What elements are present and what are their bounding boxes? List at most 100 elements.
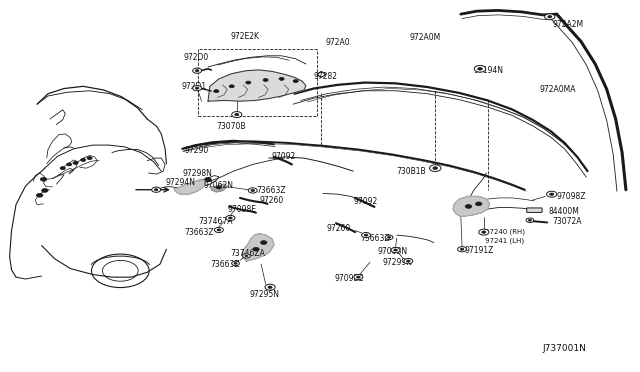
Circle shape [263, 78, 268, 81]
Circle shape [245, 255, 248, 257]
Circle shape [356, 276, 360, 278]
Text: 97063N: 97063N [378, 247, 408, 256]
Circle shape [253, 247, 259, 251]
Text: 97260: 97260 [326, 224, 351, 233]
Circle shape [251, 189, 255, 192]
Circle shape [152, 187, 161, 192]
Circle shape [214, 227, 223, 232]
Circle shape [529, 219, 531, 221]
Circle shape [265, 284, 275, 290]
Text: 97092: 97092 [354, 197, 378, 206]
Circle shape [36, 193, 43, 197]
Circle shape [229, 85, 234, 88]
Circle shape [195, 70, 199, 72]
Circle shape [234, 263, 237, 264]
Text: 972D1: 972D1 [181, 82, 206, 91]
Circle shape [364, 234, 368, 236]
Text: J737001N: J737001N [543, 344, 587, 353]
Circle shape [81, 158, 86, 161]
Circle shape [482, 231, 486, 233]
Polygon shape [453, 196, 490, 217]
Polygon shape [208, 70, 306, 101]
Circle shape [214, 90, 219, 93]
Circle shape [67, 163, 72, 166]
Text: 97298N: 97298N [182, 169, 212, 178]
Circle shape [458, 247, 467, 252]
Circle shape [60, 167, 65, 170]
Text: 73746ZA: 73746ZA [230, 249, 265, 258]
Circle shape [550, 193, 554, 195]
Circle shape [73, 161, 78, 164]
Circle shape [388, 237, 390, 238]
Text: 97299N: 97299N [383, 258, 413, 267]
Text: 97240 (RH): 97240 (RH) [485, 229, 525, 235]
Circle shape [246, 81, 251, 84]
Circle shape [362, 232, 371, 238]
Text: 97260: 97260 [259, 196, 284, 205]
Circle shape [391, 247, 400, 253]
Circle shape [477, 67, 483, 70]
Text: 972E2K: 972E2K [230, 32, 259, 41]
Text: 73663Z: 73663Z [256, 186, 285, 195]
Circle shape [394, 249, 397, 251]
Circle shape [406, 260, 410, 262]
Text: 73663Z: 73663Z [184, 228, 214, 237]
Circle shape [205, 177, 211, 181]
Text: 97098Z: 97098Z [557, 192, 586, 201]
Text: 84400M: 84400M [548, 207, 579, 216]
Text: 97194N: 97194N [474, 66, 504, 75]
Text: 97290: 97290 [184, 146, 209, 155]
Circle shape [433, 167, 438, 170]
Circle shape [385, 235, 393, 240]
Circle shape [193, 68, 202, 73]
Circle shape [293, 80, 298, 83]
Circle shape [216, 186, 221, 189]
Circle shape [92, 254, 149, 288]
Polygon shape [242, 234, 274, 261]
Circle shape [40, 177, 47, 181]
Circle shape [354, 275, 363, 280]
Circle shape [465, 205, 472, 208]
Circle shape [195, 87, 199, 89]
Text: 73070B: 73070B [216, 122, 246, 131]
Circle shape [228, 217, 232, 219]
Circle shape [217, 229, 221, 231]
Circle shape [404, 259, 413, 264]
Text: 9709BE: 9709BE [335, 274, 364, 283]
Text: 97098E: 97098E [227, 205, 256, 214]
Text: 97294N: 97294N [165, 178, 195, 187]
Polygon shape [174, 179, 206, 194]
Circle shape [460, 248, 464, 250]
Circle shape [260, 241, 267, 244]
Circle shape [279, 77, 284, 80]
Text: 73663Z: 73663Z [210, 260, 239, 269]
Circle shape [268, 286, 272, 288]
Circle shape [545, 14, 555, 20]
Polygon shape [211, 184, 227, 192]
Text: 972D0: 972D0 [184, 53, 209, 62]
Circle shape [476, 202, 482, 206]
Circle shape [232, 261, 239, 266]
Circle shape [243, 254, 250, 258]
Circle shape [193, 86, 202, 91]
Text: 972A0MA: 972A0MA [540, 85, 576, 94]
Text: 97191Z: 97191Z [465, 246, 494, 255]
Text: 730B1B: 730B1B [396, 167, 426, 176]
Circle shape [42, 189, 48, 192]
Text: 972A0M: 972A0M [410, 33, 441, 42]
Circle shape [526, 218, 534, 222]
Text: 97241 (LH): 97241 (LH) [485, 237, 524, 244]
Text: 972A2M: 972A2M [552, 20, 584, 29]
Text: 972A0: 972A0 [325, 38, 349, 47]
Circle shape [87, 157, 92, 160]
Circle shape [547, 191, 557, 197]
Circle shape [102, 260, 138, 281]
Text: 737467A: 737467A [198, 217, 233, 226]
Circle shape [232, 112, 242, 118]
Circle shape [429, 165, 441, 171]
Text: 97295N: 97295N [250, 290, 280, 299]
Circle shape [235, 113, 239, 116]
Text: 73072A: 73072A [552, 217, 582, 226]
Text: 97282: 97282 [314, 72, 338, 81]
Circle shape [474, 65, 486, 72]
